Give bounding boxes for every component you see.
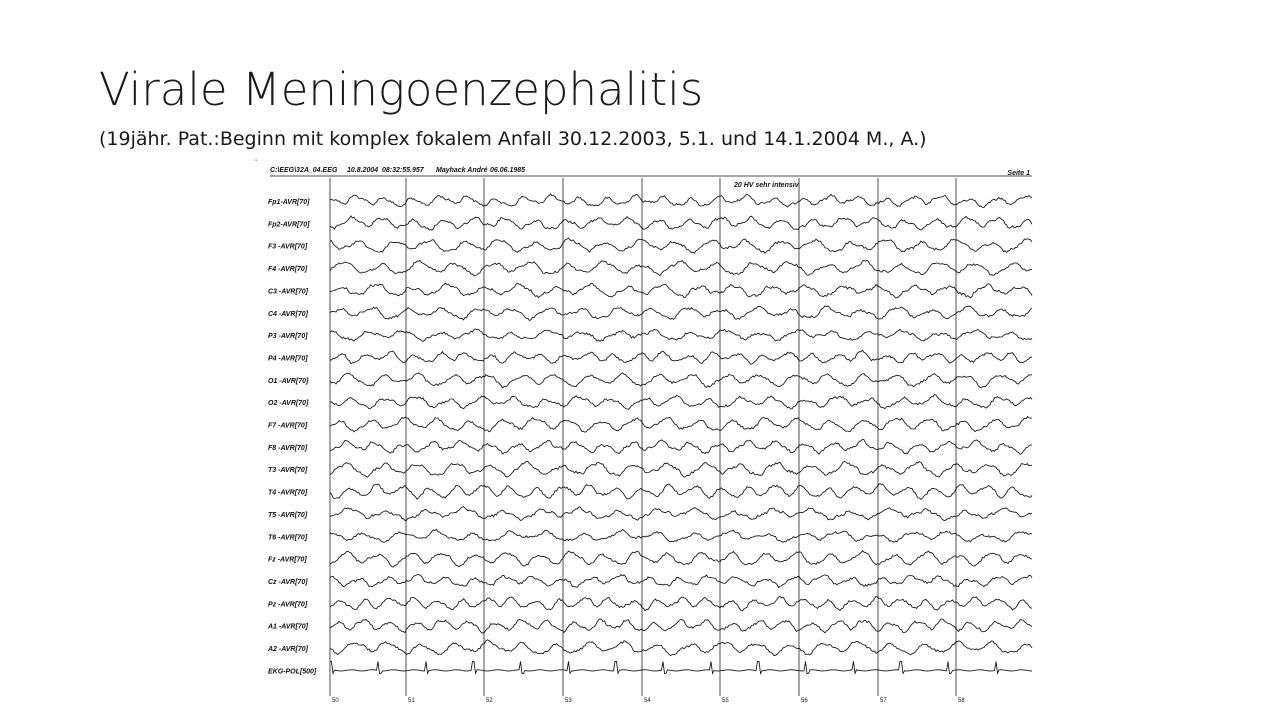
eeg-channel-label: C3 -AVR[70] (268, 288, 309, 295)
eeg-annotation: 20 HV sehr intensiv (733, 182, 800, 189)
eeg-channel-label: F4 -AVR[70] (268, 266, 308, 273)
eeg-trace (329, 573, 1033, 589)
eeg-second-label: 57 (880, 698, 887, 704)
eeg-second-label: 52 (486, 698, 493, 704)
eeg-second-label: 51 (408, 698, 415, 704)
eeg-channel-label: Fz -AVR[70] (268, 557, 307, 564)
eeg-channel-label: C4 -AVR[70] (268, 311, 309, 318)
eeg-trace (329, 372, 1033, 389)
eeg-trace (329, 328, 1033, 343)
eeg-channel-label: O1 -AVR[70] (268, 378, 309, 385)
eeg-trace (329, 215, 1033, 231)
eeg-second-label: 56 (801, 698, 808, 704)
eeg-chart: ¨ C:\EEG\32A_04.EEG 10.8.2004 08:32:55.9… (254, 160, 1033, 704)
eeg-second-gridlines (329, 178, 957, 696)
eeg-trace (329, 460, 1033, 478)
eeg-channel-label: T6 -AVR[70] (268, 534, 308, 541)
eeg-trace (329, 282, 1033, 299)
eeg-second-label: 53 (565, 698, 572, 704)
eeg-second-label: 55 (722, 698, 729, 704)
eeg-channel-label: A2 -AVR[70] (267, 646, 309, 653)
eeg-second-label: 50 (332, 698, 339, 704)
slide-title: Virale Meningoenzephalitis (99, 63, 704, 116)
eeg-channel-label: Cz -AVR[70] (268, 579, 308, 586)
eeg-second-markers: 50 51 52 53 54 55 56 57 58 (332, 698, 965, 704)
eeg-trace (329, 639, 1033, 657)
eeg-trace (330, 193, 1033, 208)
eeg-trace (329, 528, 1033, 543)
eeg-recording: ¨ C:\EEG\32A_04.EEG 10.8.2004 08:32:55.9… (252, 156, 1038, 706)
eeg-trace (329, 438, 1033, 456)
eeg-channel-label: A1 -AVR[70] (267, 624, 309, 631)
eeg-channel-label: F8 -AVR[70] (268, 445, 308, 452)
eeg-trace (329, 393, 1033, 410)
eeg-channel-label: T3 -AVR[70] (268, 467, 308, 474)
eeg-trace (329, 349, 1033, 365)
eeg-patient: Mayhack André (436, 167, 488, 174)
stray-mark: ¨ (254, 160, 257, 167)
eeg-channel-label: P3 -AVR[70] (268, 333, 308, 340)
eeg-page-number: Seite 1 (1007, 170, 1030, 177)
eeg-second-label: 54 (644, 698, 651, 704)
slide-subtitle: (19jähr. Pat.:Beginn mit komplex fokalem… (99, 128, 927, 150)
eeg-date: 10.8.2004 (347, 167, 378, 174)
eeg-channel-labels: Fp1-AVR[70] Fp2-AVR[70] F3 -AVR[70] F4 -AVR… (267, 199, 317, 675)
eeg-time: 08:32:55.957 (382, 167, 425, 174)
eeg-channel-label: P4 -AVR[70] (268, 355, 308, 362)
eeg-channel-label: F3 -AVR[70] (268, 244, 308, 251)
eeg-channel-label: Pz -AVR[70] (268, 601, 308, 608)
eeg-channel-label: F7 -AVR[70] (268, 423, 308, 430)
eeg-trace (329, 483, 1033, 501)
eeg-trace (329, 237, 1033, 254)
eeg-trace (329, 595, 1033, 612)
eeg-channel-label: Fp2-AVR[70] (268, 221, 310, 228)
eeg-trace (329, 259, 1033, 277)
eeg-channel-label: Fp1-AVR[70] (268, 199, 310, 206)
eeg-trace (329, 618, 1033, 634)
eeg-second-label: 58 (958, 698, 965, 704)
eeg-channel-label: T5 -AVR[70] (268, 512, 308, 519)
eeg-channel-label: EKG-POL[500] (268, 668, 317, 675)
eeg-trace (329, 305, 1033, 322)
eeg-trace (329, 549, 1033, 568)
eeg-birthdate: 06.06.1985 (490, 167, 525, 174)
eeg-trace (330, 660, 1032, 676)
eeg-file-path: C:\EEG\32A_04.EEG (270, 167, 338, 174)
eeg-trace (329, 415, 1033, 433)
eeg-channel-label: O2 -AVR[70] (268, 400, 309, 407)
eeg-traces (329, 193, 1033, 676)
eeg-channel-label: T4 -AVR[70] (268, 490, 308, 497)
eeg-trace (329, 506, 1033, 522)
